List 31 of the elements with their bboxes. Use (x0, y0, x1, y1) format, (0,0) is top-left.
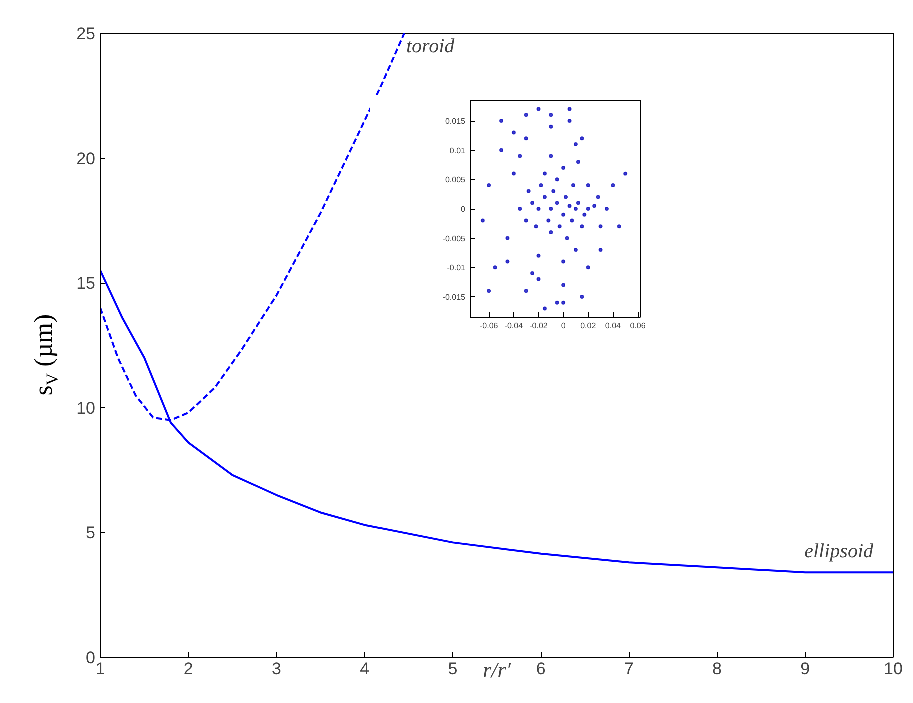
x-axis-title: r/r′ (482, 658, 512, 682)
x-tick-label: 9 (800, 660, 810, 678)
x-tick-label: 1 (96, 660, 106, 678)
y-tick-label: 0.01 (450, 146, 466, 156)
x-tick-label: 0.02 (580, 322, 597, 330)
y-tick-label: 0.015 (445, 117, 466, 126)
series-label: ellipsoid (804, 540, 874, 563)
x-tick-label: 7 (624, 660, 634, 678)
x-tick-label: -0.02 (530, 322, 548, 330)
x-tick-label: 0.04 (605, 322, 622, 330)
y-tick-label: 25 (76, 24, 96, 44)
y-tick-label: 5 (86, 524, 96, 543)
x-tick-label: 0 (561, 322, 566, 330)
x-tick-label: 0.06 (630, 322, 646, 330)
y-tick-label: 15 (76, 274, 96, 294)
y-tick-label: -0.01 (447, 264, 466, 273)
y-tick-label: 0.005 (445, 176, 466, 185)
x-tick-label: 3 (272, 660, 282, 678)
y-tick-label: 0 (461, 205, 466, 214)
x-tick-label: 6 (536, 660, 546, 678)
series-label: toroid (406, 36, 456, 58)
y-tick-label: -0.015 (442, 292, 466, 302)
x-tick-label: -0.04 (504, 322, 524, 330)
x-tick-label: 8 (712, 660, 722, 678)
x-tick-label: -0.06 (480, 322, 499, 330)
y-tick-label: 20 (76, 149, 96, 168)
y-tick-label: 10 (76, 398, 96, 418)
x-tick-label: 10 (884, 660, 903, 678)
y-tick-label: -0.005 (442, 234, 466, 244)
x-tick-label: 2 (184, 660, 194, 678)
x-tick-label: 4 (360, 660, 370, 678)
